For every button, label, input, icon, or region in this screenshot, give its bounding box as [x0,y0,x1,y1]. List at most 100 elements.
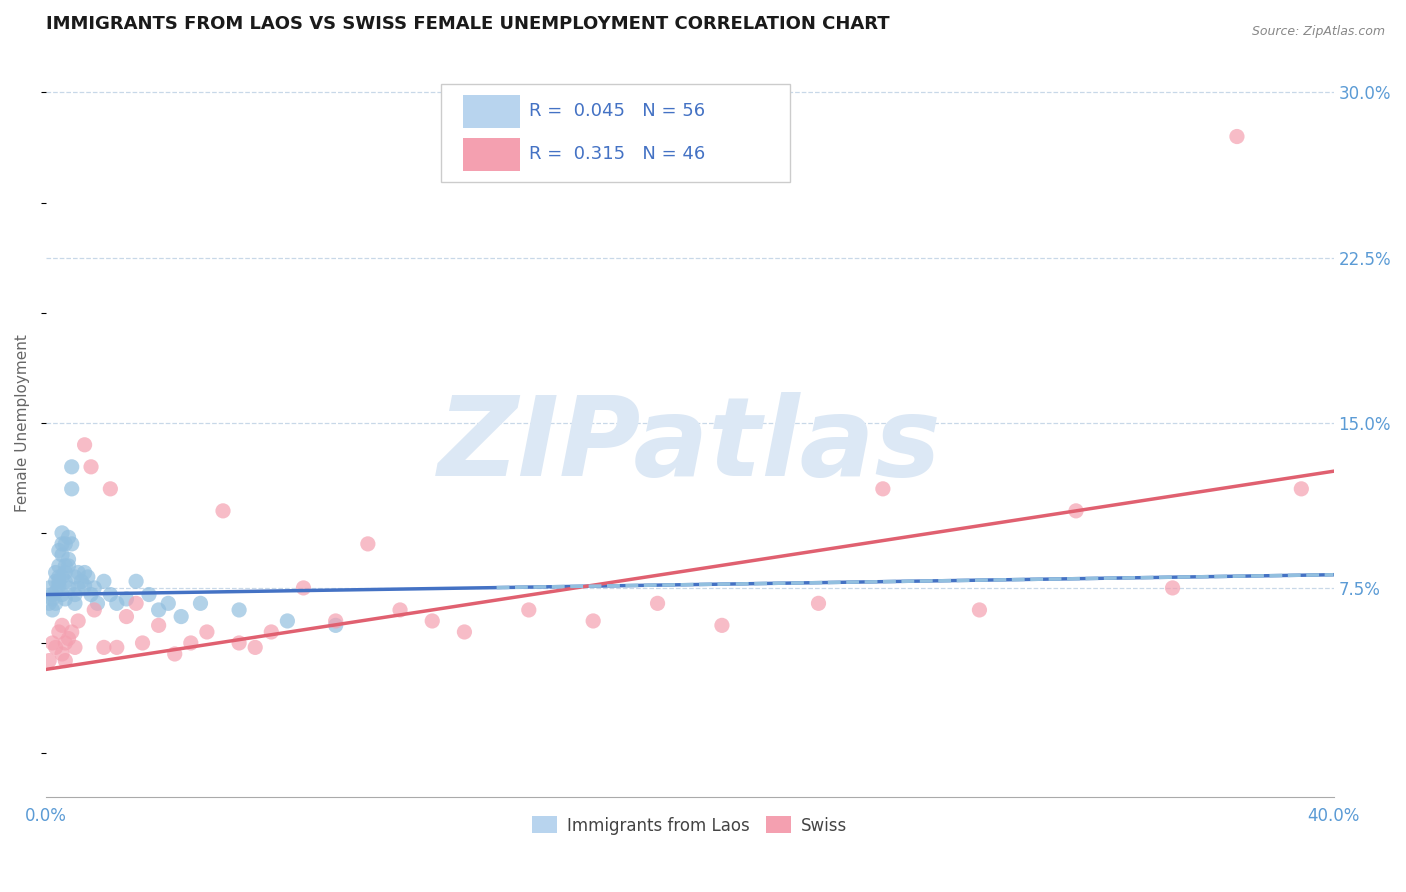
Point [710,618,733,632]
Text: R =  0.045   N = 56: R = 0.045 N = 56 [529,103,704,120]
Point [58,632,80,646]
Point [86,596,108,610]
Point [105,596,128,610]
Point [60,482,83,496]
Point [41,603,63,617]
Point [63,596,86,610]
Point [80,588,103,602]
Point [51,570,73,584]
Point [1291,482,1313,496]
FancyBboxPatch shape [463,137,520,170]
Point [73,579,96,593]
Legend: Immigrants from Laos, Swiss: Immigrants from Laos, Swiss [526,810,855,841]
Point [53,558,76,573]
Point [63,640,86,655]
Point [969,603,991,617]
Point [48,543,70,558]
Point [357,537,380,551]
Point [58,558,80,573]
Point [67,614,90,628]
Point [73,438,96,452]
Point [93,574,115,589]
Point [228,636,250,650]
Point [51,548,73,562]
Point [63,570,86,584]
Point [157,596,180,610]
FancyBboxPatch shape [463,95,520,128]
Point [260,624,283,639]
Point [148,603,170,617]
Point [53,566,76,580]
Point [1226,129,1249,144]
Point [1161,581,1184,595]
Point [51,647,73,661]
Point [190,596,212,610]
Point [41,591,63,606]
Point [105,640,128,655]
Point [125,574,148,589]
Point [228,603,250,617]
Point [53,636,76,650]
Point [807,596,830,610]
Point [582,614,605,628]
Point [872,482,894,496]
Text: Source: ZipAtlas.com: Source: ZipAtlas.com [1251,25,1385,38]
Point [48,558,70,573]
Point [148,618,170,632]
Point [83,603,105,617]
Point [53,537,76,551]
Point [67,566,90,580]
Point [45,574,67,589]
FancyBboxPatch shape [441,84,790,182]
Point [41,588,63,602]
Point [245,640,267,655]
Text: R =  0.315   N = 46: R = 0.315 N = 46 [529,145,704,163]
Point [138,588,160,602]
Point [125,596,148,610]
Point [48,574,70,589]
Point [212,504,235,518]
Point [73,566,96,580]
Y-axis label: Female Unemployment: Female Unemployment [15,334,30,512]
Point [163,647,186,661]
Text: ZIPatlas: ZIPatlas [437,392,942,499]
Point [276,614,298,628]
Point [58,552,80,566]
Point [325,618,347,632]
Point [53,591,76,606]
Point [83,581,105,595]
Point [517,603,540,617]
Point [58,530,80,544]
Point [53,574,76,589]
Point [195,624,218,639]
Point [45,566,67,580]
Point [38,596,60,610]
Point [45,640,67,655]
Point [41,636,63,650]
Point [70,574,93,589]
Point [38,581,60,595]
Point [45,585,67,599]
Point [60,624,83,639]
Point [51,618,73,632]
Point [45,596,67,610]
Point [389,603,412,617]
Point [51,588,73,602]
Point [60,537,83,551]
Point [51,525,73,540]
Point [63,588,86,602]
Point [115,609,138,624]
Point [325,614,347,628]
Point [76,570,98,584]
Point [292,581,315,595]
Point [48,624,70,639]
Point [53,654,76,668]
Point [98,588,121,602]
Point [420,614,443,628]
Point [131,636,153,650]
Point [60,459,83,474]
Point [48,579,70,593]
Point [647,596,669,610]
Point [38,654,60,668]
Point [93,640,115,655]
